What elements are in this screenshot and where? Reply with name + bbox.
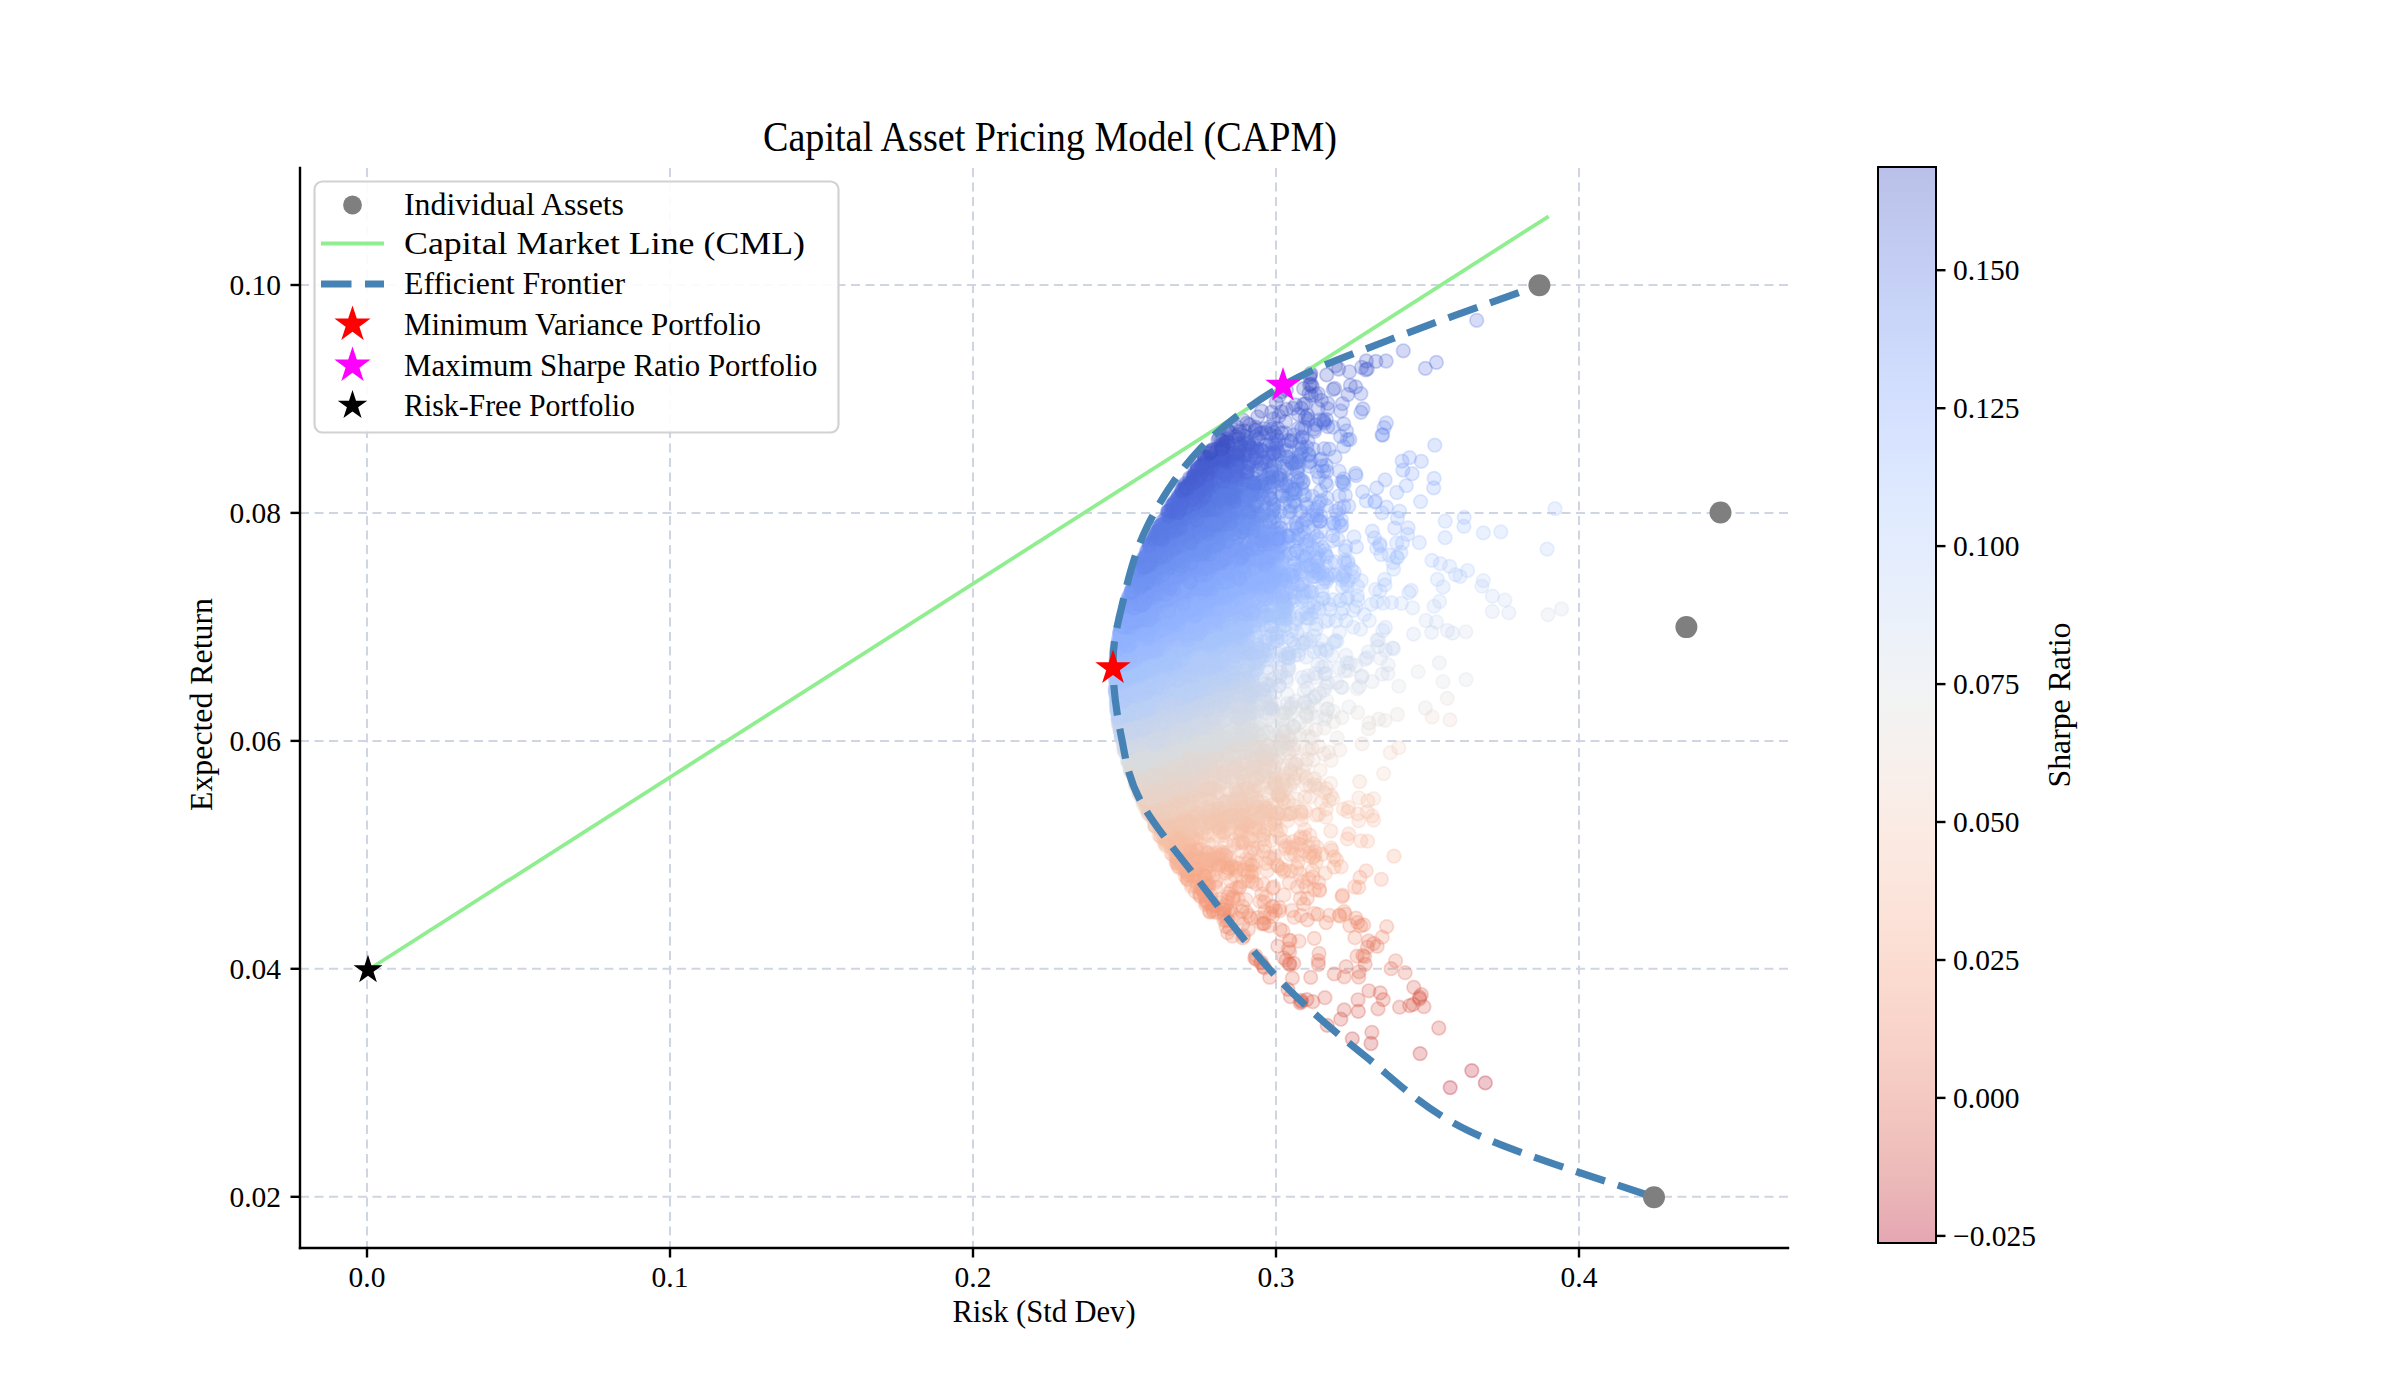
svg-text:Risk-Free Portfolio: Risk-Free Portfolio <box>404 389 635 423</box>
svg-text:0.0: 0.0 <box>349 1261 386 1293</box>
svg-text:0.150: 0.150 <box>1953 254 2019 286</box>
svg-text:0.100: 0.100 <box>1953 530 2019 562</box>
svg-text:0.08: 0.08 <box>229 497 281 529</box>
svg-text:Minimum Variance Portfolio: Minimum Variance Portfolio <box>404 308 761 342</box>
svg-text:Maximum Sharpe Ratio Portfolio: Maximum Sharpe Ratio Portfolio <box>404 349 818 383</box>
svg-text:0.1: 0.1 <box>652 1261 689 1293</box>
svg-text:0.06: 0.06 <box>229 725 281 757</box>
svg-text:0.02: 0.02 <box>229 1181 281 1213</box>
svg-text:0.050: 0.050 <box>1953 806 2019 838</box>
svg-text:0.125: 0.125 <box>1953 392 2019 424</box>
svg-text:Capital Asset Pricing Model (C: Capital Asset Pricing Model (CAPM) <box>763 114 1337 161</box>
svg-text:Individual Assets: Individual Assets <box>404 188 624 222</box>
svg-text:0.000: 0.000 <box>1953 1082 2019 1114</box>
svg-text:0.04: 0.04 <box>229 953 281 985</box>
svg-text:Risk (Std Dev): Risk (Std Dev) <box>952 1295 1135 1329</box>
svg-text:Efficient Frontier: Efficient Frontier <box>404 267 625 301</box>
svg-text:0.10: 0.10 <box>229 269 281 301</box>
svg-text:0.2: 0.2 <box>955 1261 992 1293</box>
svg-text:0.4: 0.4 <box>1561 1261 1598 1293</box>
svg-text:0.025: 0.025 <box>1953 944 2019 976</box>
svg-text:Sharpe Ratio: Sharpe Ratio <box>2043 623 2077 788</box>
svg-text:0.3: 0.3 <box>1258 1261 1295 1293</box>
svg-text:Capital Market Line (CML): Capital Market Line (CML) <box>404 227 805 261</box>
svg-text:Expected Return: Expected Return <box>185 598 219 811</box>
svg-text:0.075: 0.075 <box>1953 668 2019 700</box>
svg-text:−0.025: −0.025 <box>1953 1220 2036 1252</box>
